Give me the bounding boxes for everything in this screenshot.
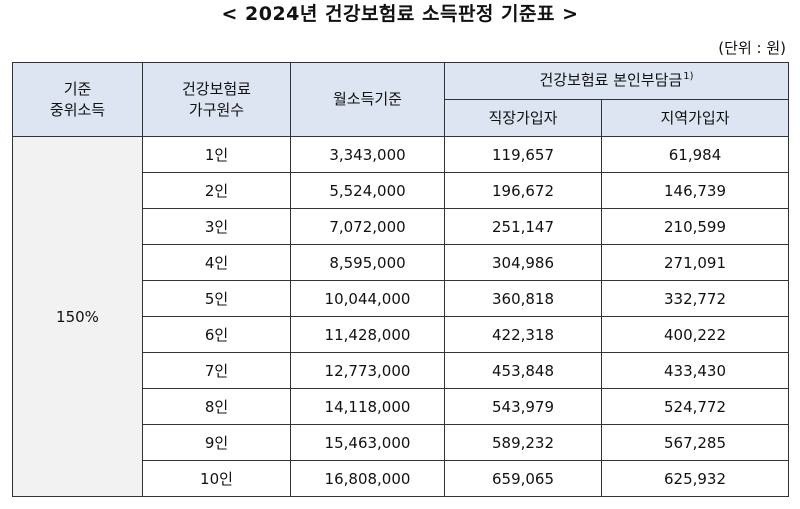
- income-cell: 10,044,000: [290, 280, 445, 317]
- header-employee: 직장가입자: [444, 99, 602, 137]
- median-income-cell: 150%: [12, 136, 143, 497]
- table-row: 7인 12,773,000 453,848 433,430: [13, 352, 790, 389]
- table-row: 150% 1인 3,343,000 119,657 61,984: [12, 136, 790, 497]
- header-row-top: 기준 중위소득 건강보험료 가구원수 월소득기준 건강보험료 본인부담금1): [12, 62, 790, 137]
- table-row: 5인 10,044,000 360,818 332,772: [13, 280, 790, 317]
- regional-premium-cell: 400,222: [600, 316, 790, 353]
- household-cell: 8인: [142, 388, 291, 425]
- income-cell: 11,428,000: [290, 316, 445, 353]
- income-cell: 16,808,000: [290, 460, 445, 497]
- header-household-size: 건강보험료 가구원수: [142, 62, 291, 137]
- employee-premium-cell: 360,818: [444, 280, 602, 317]
- household-cell: 10인: [142, 460, 291, 497]
- household-cell: 6인: [142, 316, 291, 353]
- header-median-income: 기준 중위소득: [12, 62, 143, 137]
- table-row: 4인 8,595,000 304,986 271,091: [13, 244, 790, 281]
- income-cell: 15,463,000: [290, 424, 445, 461]
- income-cell: 14,118,000: [290, 388, 445, 425]
- household-cell: 1인: [142, 136, 291, 173]
- regional-premium-cell: 524,772: [600, 388, 790, 425]
- table-row: 10인 16,808,000 659,065 625,932: [13, 460, 790, 497]
- table-row: 8인 14,118,000 543,979 524,772: [13, 388, 790, 425]
- regional-premium-cell: 146,739: [600, 172, 790, 209]
- employee-premium-cell: 304,986: [444, 244, 602, 281]
- table-row: 3인 7,072,000 251,147 210,599: [13, 208, 790, 245]
- household-cell: 4인: [142, 244, 291, 281]
- page-title: < 2024년 건강보험료 소득판정 기준표 >: [221, 3, 579, 25]
- employee-premium-cell: 659,065: [444, 460, 602, 497]
- regional-premium-cell: 332,772: [600, 280, 790, 317]
- regional-premium-cell: 61,984: [600, 136, 790, 173]
- income-cell: 12,773,000: [290, 352, 445, 389]
- header-regional: 지역가입자: [600, 99, 790, 137]
- income-cell: 8,595,000: [290, 244, 445, 281]
- table-row: 2인 5,524,000 196,672 146,739: [13, 172, 790, 209]
- header-premium-group: 건강보험료 본인부담금1): [443, 62, 790, 100]
- employee-premium-cell: 196,672: [444, 172, 602, 209]
- household-cell: 7인: [142, 352, 291, 389]
- regional-premium-cell: 433,430: [600, 352, 790, 389]
- employee-premium-cell: 251,147: [444, 208, 602, 245]
- header-row-bottom: 직장가입자 지역가입자: [13, 99, 790, 137]
- household-cell: 3인: [142, 208, 291, 245]
- header-premium-label: 건강보험료 본인부담금: [539, 70, 683, 89]
- income-cell: 7,072,000: [290, 208, 445, 245]
- employee-premium-cell: 543,979: [444, 388, 602, 425]
- regional-premium-cell: 210,599: [600, 208, 790, 245]
- unit-label: (단위 : 원): [718, 39, 786, 57]
- income-criteria-table: 기준 중위소득 건강보험료 가구원수 월소득기준 건강보험료 본인부담금1) 직…: [12, 62, 790, 497]
- regional-premium-cell: 625,932: [600, 460, 790, 497]
- household-cell: 5인: [142, 280, 291, 317]
- income-cell: 3,343,000: [290, 136, 445, 173]
- footnote-marker: 1): [683, 70, 694, 82]
- regional-premium-cell: 271,091: [600, 244, 790, 281]
- employee-premium-cell: 589,232: [444, 424, 602, 461]
- header-household-line2: 가구원수: [188, 100, 245, 119]
- income-cell: 5,524,000: [290, 172, 445, 209]
- regional-premium-cell: 567,285: [600, 424, 790, 461]
- header-median-line2: 중위소득: [49, 100, 106, 119]
- header-household-line1: 건강보험료: [181, 79, 251, 98]
- employee-premium-cell: 119,657: [444, 136, 602, 173]
- household-cell: 9인: [142, 424, 291, 461]
- employee-premium-cell: 422,318: [444, 316, 602, 353]
- employee-premium-cell: 453,848: [444, 352, 602, 389]
- household-cell: 2인: [142, 172, 291, 209]
- table-row: 6인 11,428,000 422,318 400,222: [13, 316, 790, 353]
- header-monthly-income: 월소득기준: [290, 62, 445, 137]
- header-median-line1: 기준: [63, 79, 92, 98]
